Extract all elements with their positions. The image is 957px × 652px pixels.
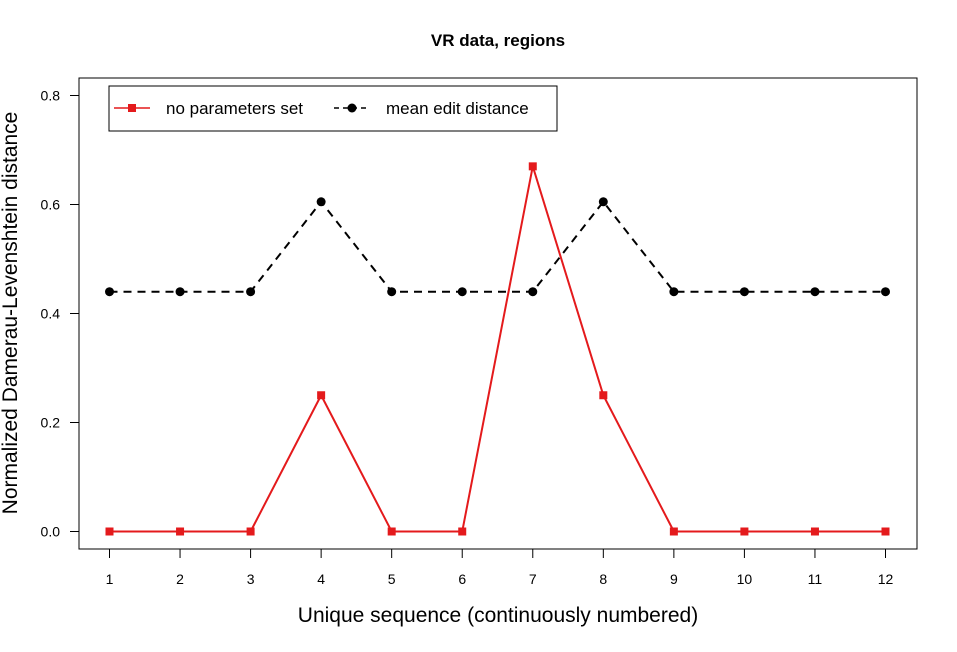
data-point-no-parameters-set [599, 391, 608, 400]
x-tick-label: 5 [388, 571, 396, 587]
plot-frame [78, 77, 918, 550]
y-tick-label: 0.2 [41, 415, 61, 431]
x-tick-label: 11 [808, 571, 823, 587]
legend: no parameters set mean edit distance [108, 85, 558, 132]
data-point-no-parameters-set [881, 527, 890, 536]
legend-box [108, 85, 558, 132]
data-point-mean-edit-distance [739, 287, 749, 297]
x-tick-label: 6 [458, 571, 466, 587]
x-tick-label: 10 [737, 571, 753, 587]
y-tick-label: 0.0 [41, 524, 61, 540]
y-tick-label: 0.4 [41, 306, 61, 322]
y-axis-title: Normalized Damerau-Levenshtein distance [0, 112, 22, 515]
data-point-no-parameters-set [176, 527, 185, 536]
data-point-no-parameters-set [246, 527, 255, 536]
x-tick-label: 8 [599, 571, 607, 587]
x-tick-label: 12 [878, 571, 894, 587]
series-line-no-parameters-set [109, 165, 886, 533]
x-tick-label: 3 [247, 571, 255, 587]
series-layer [105, 162, 890, 536]
data-point-mean-edit-distance [246, 287, 256, 297]
data-point-mean-edit-distance [528, 287, 538, 297]
y-axis: 0.0 0.2 0.4 0.6 0.8 [41, 88, 80, 540]
x-tick-label: 1 [106, 571, 114, 587]
data-point-mean-edit-distance [175, 287, 185, 297]
legend-label-no-parameters-set: no parameters set [166, 99, 303, 118]
data-point-no-parameters-set [458, 527, 467, 536]
data-point-mean-edit-distance [387, 287, 397, 297]
data-point-mean-edit-distance [810, 287, 820, 297]
x-axis-title: Unique sequence (continuously numbered) [298, 604, 698, 627]
data-point-no-parameters-set [317, 391, 326, 400]
series-line-mean-edit-distance [109, 200, 886, 293]
data-point-no-parameters-set [387, 527, 396, 536]
data-point-mean-edit-distance [881, 287, 890, 297]
x-axis: 1 2 3 4 5 6 7 8 9 10 11 12 [106, 548, 894, 587]
data-point-mean-edit-distance [669, 287, 679, 297]
x-tick-label: 9 [670, 571, 678, 587]
data-point-no-parameters-set [810, 527, 819, 536]
chart-title: VR data, regions [431, 31, 565, 50]
data-point-no-parameters-set [740, 527, 749, 536]
legend-marker-mean-edit-distance [347, 103, 357, 113]
legend-label-mean-edit-distance: mean edit distance [386, 99, 529, 118]
data-point-no-parameters-set [669, 527, 678, 536]
x-tick-label: 2 [176, 571, 184, 587]
y-tick-label: 0.6 [41, 197, 61, 213]
data-point-no-parameters-set [105, 527, 114, 536]
data-point-mean-edit-distance [105, 287, 114, 297]
legend-marker-no-parameters-set [128, 104, 136, 112]
x-tick-label: 4 [317, 571, 325, 587]
data-point-no-parameters-set [528, 162, 537, 171]
data-point-mean-edit-distance [457, 287, 467, 297]
data-point-mean-edit-distance [598, 197, 608, 207]
data-point-mean-edit-distance [316, 197, 326, 207]
x-tick-label: 7 [529, 571, 537, 587]
y-tick-label: 0.8 [41, 88, 61, 104]
